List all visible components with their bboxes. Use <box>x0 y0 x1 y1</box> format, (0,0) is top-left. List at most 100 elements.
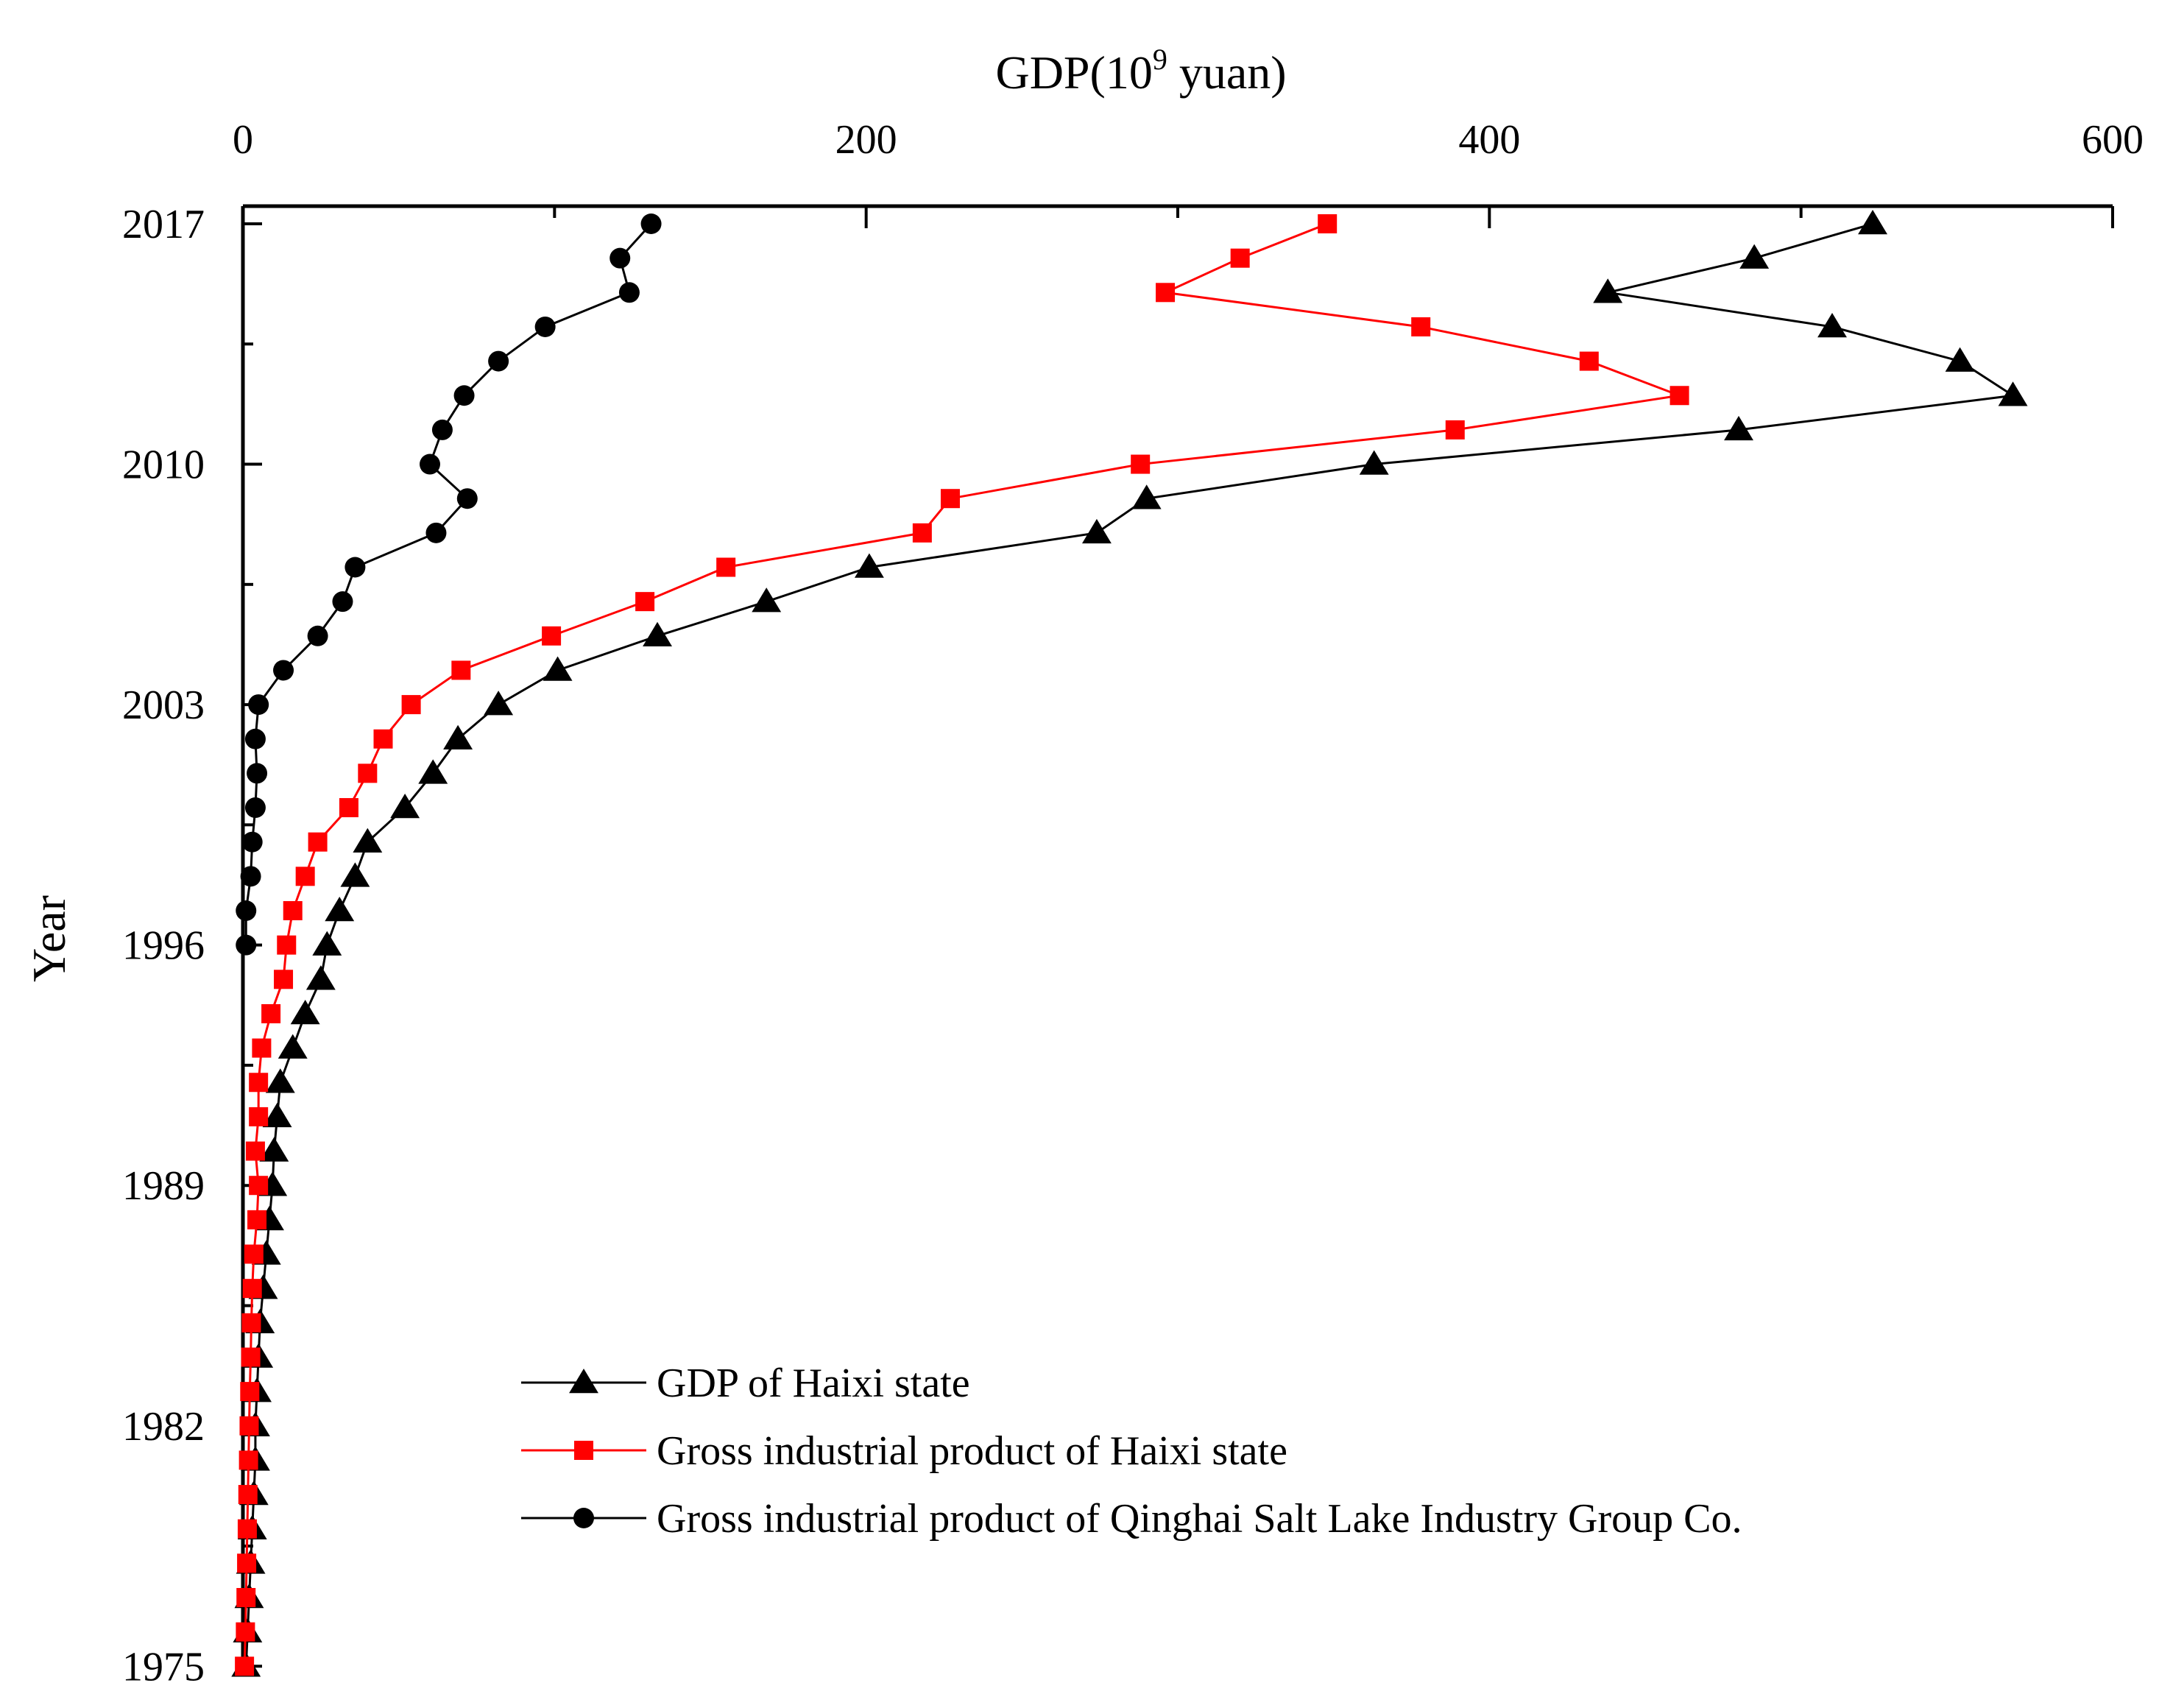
data-point-industrial-salt-lake <box>534 316 556 337</box>
data-point-industrial-haixi <box>244 1244 264 1264</box>
data-point-industrial-haixi <box>247 1210 267 1229</box>
data-point-gdp-haixi <box>854 553 884 578</box>
data-point-industrial-haixi <box>274 970 294 989</box>
data-point-industrial-haixi <box>239 1416 259 1436</box>
data-point-industrial-salt-lake <box>240 866 261 887</box>
data-point-industrial-haixi <box>358 763 378 783</box>
data-point-industrial-haixi <box>308 832 328 852</box>
data-point-gdp-haixi <box>443 724 473 749</box>
data-point-industrial-haixi <box>241 1347 261 1367</box>
data-point-industrial-haixi <box>283 901 303 920</box>
data-point-industrial-salt-lake <box>247 763 268 784</box>
x-axis-title: GDP(109 yuan) <box>995 43 1286 99</box>
data-point-gdp-haixi <box>340 862 370 887</box>
data-point-industrial-haixi <box>635 592 655 612</box>
data-point-gdp-haixi <box>1858 210 1887 235</box>
x-axis-title-main: GDP(10 <box>995 46 1152 99</box>
series-industrial-salt-lake <box>236 214 662 956</box>
data-point-industrial-haixi <box>1411 317 1431 336</box>
legend-marker-gdp-haixi <box>569 1369 598 1394</box>
data-point-industrial-haixi <box>1670 386 1689 406</box>
data-point-industrial-haixi <box>237 1519 257 1539</box>
data-point-industrial-salt-lake <box>640 214 662 234</box>
data-point-gdp-haixi <box>278 1034 308 1059</box>
data-point-industrial-haixi <box>1579 351 1599 371</box>
data-point-gdp-haixi <box>1998 381 2028 406</box>
legend-marker-industrial-salt-lake <box>573 1508 594 1528</box>
data-point-industrial-haixi <box>249 1073 269 1093</box>
data-point-gdp-haixi <box>1945 347 1975 372</box>
data-point-gdp-haixi <box>325 897 355 922</box>
data-point-industrial-haixi <box>249 1107 269 1126</box>
data-point-gdp-haixi <box>1131 484 1162 509</box>
x-tick-label: 200 <box>835 117 897 163</box>
data-point-industrial-haixi <box>277 935 297 955</box>
data-point-industrial-salt-lake <box>273 660 294 681</box>
data-point-industrial-salt-lake <box>236 900 257 921</box>
data-point-industrial-haixi <box>912 523 932 543</box>
data-point-gdp-haixi <box>290 999 320 1025</box>
y-tick-label: 2010 <box>122 442 205 488</box>
data-point-industrial-salt-lake <box>425 522 447 543</box>
data-point-industrial-haixi <box>1318 214 1338 233</box>
x-tick-label: 400 <box>1458 117 1520 163</box>
series-industrial-haixi <box>235 214 1689 1676</box>
data-point-gdp-haixi <box>262 1102 292 1128</box>
x-axis-title-suffix: yuan) <box>1167 46 1287 99</box>
data-point-industrial-haixi <box>237 1553 257 1573</box>
data-point-industrial-salt-lake <box>610 247 631 269</box>
y-tick-label: 1996 <box>122 923 205 969</box>
data-point-gdp-haixi <box>259 1137 289 1162</box>
data-point-industrial-salt-lake <box>488 350 509 372</box>
series-line-industrial-salt-lake <box>244 222 652 945</box>
data-point-gdp-haixi <box>1817 312 1847 338</box>
data-point-gdp-haixi <box>353 827 383 853</box>
data-point-gdp-haixi <box>265 1068 295 1093</box>
data-point-gdp-haixi <box>484 691 514 716</box>
data-point-industrial-salt-lake <box>241 831 263 853</box>
series-layer <box>231 210 2028 1677</box>
data-point-industrial-salt-lake <box>618 282 640 303</box>
data-point-industrial-salt-lake <box>332 591 353 613</box>
data-point-gdp-haixi <box>1724 415 1753 441</box>
data-point-industrial-salt-lake <box>453 385 475 406</box>
y-tick-label: 2017 <box>122 202 205 247</box>
data-point-gdp-haixi <box>418 759 448 784</box>
data-point-gdp-haixi <box>643 621 672 647</box>
data-point-industrial-haixi <box>238 1485 258 1505</box>
data-point-industrial-haixi <box>401 695 421 715</box>
data-point-industrial-haixi <box>542 626 562 646</box>
data-point-gdp-haixi <box>390 794 420 819</box>
y-tick-label: 1989 <box>122 1163 205 1209</box>
data-point-industrial-haixi <box>236 1588 256 1607</box>
data-point-industrial-haixi <box>240 1382 260 1402</box>
legend-label-industrial-salt-lake: Gross industrial product of Qinghai Salt… <box>657 1496 1742 1542</box>
data-point-industrial-haixi <box>1445 420 1465 440</box>
x-tick-group: 0 200 400 600 <box>233 117 2144 228</box>
data-point-industrial-haixi <box>249 1176 269 1196</box>
y-tick-label: 1982 <box>122 1404 205 1450</box>
data-point-industrial-salt-lake <box>244 728 266 749</box>
data-point-industrial-haixi <box>940 489 960 509</box>
x-tick-label: 600 <box>2082 117 2144 163</box>
data-point-industrial-salt-lake <box>431 419 453 440</box>
data-point-industrial-salt-lake <box>456 488 478 509</box>
legend: GDP of Haixi state Gross industrial produ… <box>521 1361 1742 1542</box>
data-point-gdp-haixi <box>752 587 782 613</box>
data-point-gdp-haixi <box>1593 278 1623 303</box>
data-point-industrial-haixi <box>716 557 736 577</box>
data-point-industrial-haixi <box>1131 454 1151 474</box>
data-point-industrial-salt-lake <box>236 934 257 956</box>
data-point-industrial-haixi <box>1156 283 1176 303</box>
data-point-gdp-haixi <box>1359 450 1389 475</box>
data-point-industrial-salt-lake <box>244 797 266 819</box>
y-tick-label: 1975 <box>122 1644 205 1690</box>
data-point-industrial-haixi <box>373 729 393 749</box>
data-point-gdp-haixi <box>1739 244 1770 269</box>
data-point-industrial-haixi <box>451 660 471 680</box>
data-point-industrial-haixi <box>239 1450 258 1470</box>
data-point-gdp-haixi <box>305 965 336 990</box>
data-point-industrial-salt-lake <box>344 557 366 578</box>
data-point-industrial-salt-lake <box>248 694 269 716</box>
